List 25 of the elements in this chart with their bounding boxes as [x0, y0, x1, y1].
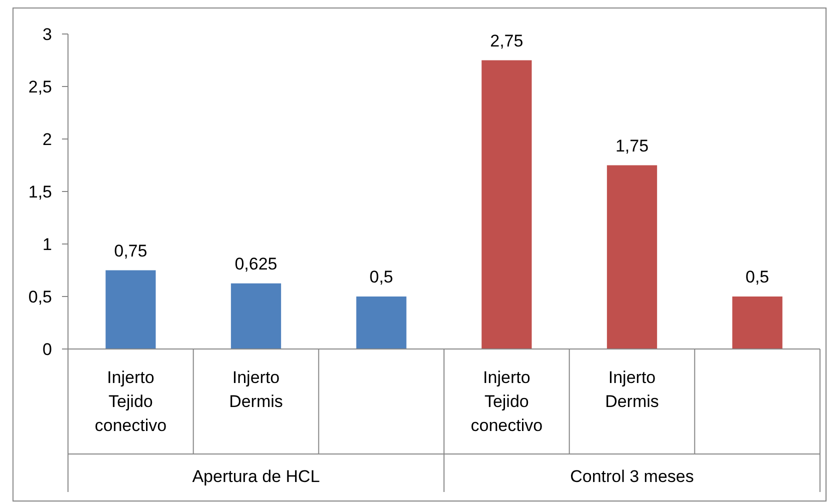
data-label: 0,5: [746, 268, 770, 286]
y-tick-label: 3: [42, 24, 52, 44]
bar: [606, 165, 658, 349]
bar: [482, 60, 532, 349]
text: Apertura de HCL: [192, 467, 320, 486]
y-tick-label: 2: [42, 130, 52, 149]
data-label: 0,5: [370, 268, 394, 286]
y-tick-label: 0,5: [28, 287, 52, 306]
bar: [732, 296, 782, 349]
bar: [356, 296, 406, 349]
data-label: 0,75: [114, 241, 148, 260]
y-tick-label: 2,5: [28, 77, 52, 96]
data-label: 1,75: [615, 136, 649, 156]
x-tick-label: Injerto Dermis: [605, 368, 659, 411]
text: Control 3 meses: [570, 467, 694, 486]
data-label: 2,75: [490, 31, 524, 50]
bar: [230, 283, 282, 349]
y-tick-label: 1,5: [28, 182, 52, 202]
x-tick-label: Injerto Tejido conectivo: [94, 368, 167, 435]
x-tick-label: Injerto Tejido conectivo: [470, 368, 543, 435]
bar: [106, 270, 156, 349]
data-label: 0,625: [234, 254, 278, 274]
x-tick-label: Injerto Dermis: [229, 368, 283, 411]
y-tick-label: 1: [42, 234, 52, 254]
y-tick-label: 0: [42, 340, 52, 359]
